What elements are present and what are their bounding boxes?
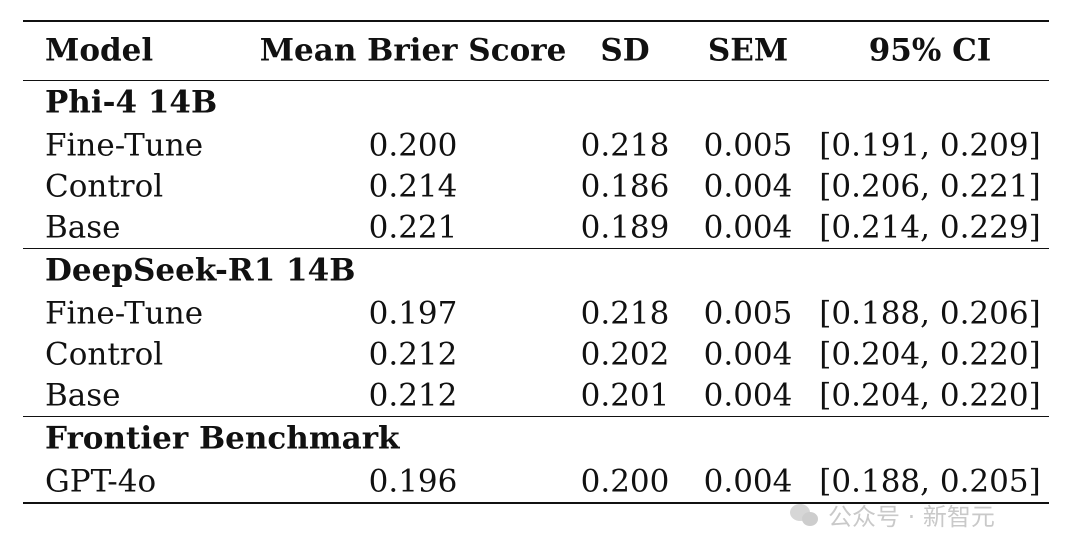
cell-sd: 0.218 [580,295,670,331]
cell-sem: 0.004 [703,336,793,372]
cell-brier: 0.214 [368,168,458,204]
group-separator-rule [23,416,1049,417]
cell-model: GPT-4o [45,463,157,499]
cell-brier: 0.196 [368,463,458,499]
bottom-rule [23,502,1049,504]
cell-sem: 0.004 [703,168,793,204]
cell-sd: 0.189 [580,209,670,245]
cell-sem: 0.004 [703,377,793,413]
group-title: DeepSeek-R1 14B [45,252,356,289]
table-row: Control 0.212 0.202 0.004 [0.204, 0.220] [23,334,1049,375]
cell-ci: [0.191, 0.209] [819,127,1041,163]
cell-ci: [0.204, 0.220] [819,377,1041,413]
header-model: Model [45,32,154,69]
results-table: Model Mean Brier Score SD SEM 95% CI Phi… [23,20,1049,504]
cell-ci: [0.214, 0.229] [819,209,1041,245]
cell-model: Base [45,377,121,413]
wechat-icon [790,502,820,528]
header-row: Model Mean Brier Score SD SEM 95% CI [23,22,1049,80]
cell-brier: 0.212 [368,377,458,413]
cell-model: Fine-Tune [45,127,204,163]
cell-sem: 0.004 [703,463,793,499]
table-row: Control 0.214 0.186 0.004 [0.206, 0.221] [23,166,1049,207]
header-rule [23,80,1049,81]
cell-brier: 0.212 [368,336,458,372]
cell-ci: [0.188, 0.206] [819,295,1041,331]
group-title-row: DeepSeek-R1 14B [23,249,1049,293]
table-row: Fine-Tune 0.197 0.218 0.005 [0.188, 0.20… [23,293,1049,334]
cell-ci: [0.204, 0.220] [819,336,1041,372]
cell-sd: 0.201 [580,377,670,413]
cell-brier: 0.197 [368,295,458,331]
header-95-ci: 95% CI [868,32,992,69]
cell-ci: [0.188, 0.205] [819,463,1041,499]
group-title: Phi-4 14B [45,84,218,121]
top-rule [23,20,1049,22]
cell-sd: 0.202 [580,336,670,372]
cell-ci: [0.206, 0.221] [819,168,1041,204]
cell-model: Base [45,209,121,245]
group-title: Frontier Benchmark [45,420,400,457]
header-sem: SEM [707,32,789,69]
cell-sd: 0.200 [580,463,670,499]
table-row: Base 0.221 0.189 0.004 [0.214, 0.229] [23,207,1049,248]
table-row: Base 0.212 0.201 0.004 [0.204, 0.220] [23,375,1049,416]
cell-brier: 0.200 [368,127,458,163]
cell-model: Control [45,336,164,372]
group-title-row: Frontier Benchmark [23,417,1049,461]
cell-sd: 0.218 [580,127,670,163]
table-row: Fine-Tune 0.200 0.218 0.005 [0.191, 0.20… [23,125,1049,166]
cell-sem: 0.004 [703,209,793,245]
group-title-row: Phi-4 14B [23,81,1049,125]
cell-model: Control [45,168,164,204]
table-row: GPT-4o 0.196 0.200 0.004 [0.188, 0.205] [23,461,1049,502]
cell-brier: 0.221 [368,209,458,245]
group-separator-rule [23,248,1049,249]
header-mean-brier-score: Mean Brier Score [259,32,567,69]
cell-model: Fine-Tune [45,295,204,331]
header-sd: SD [600,32,650,69]
cell-sem: 0.005 [703,127,793,163]
cell-sd: 0.186 [580,168,670,204]
cell-sem: 0.005 [703,295,793,331]
